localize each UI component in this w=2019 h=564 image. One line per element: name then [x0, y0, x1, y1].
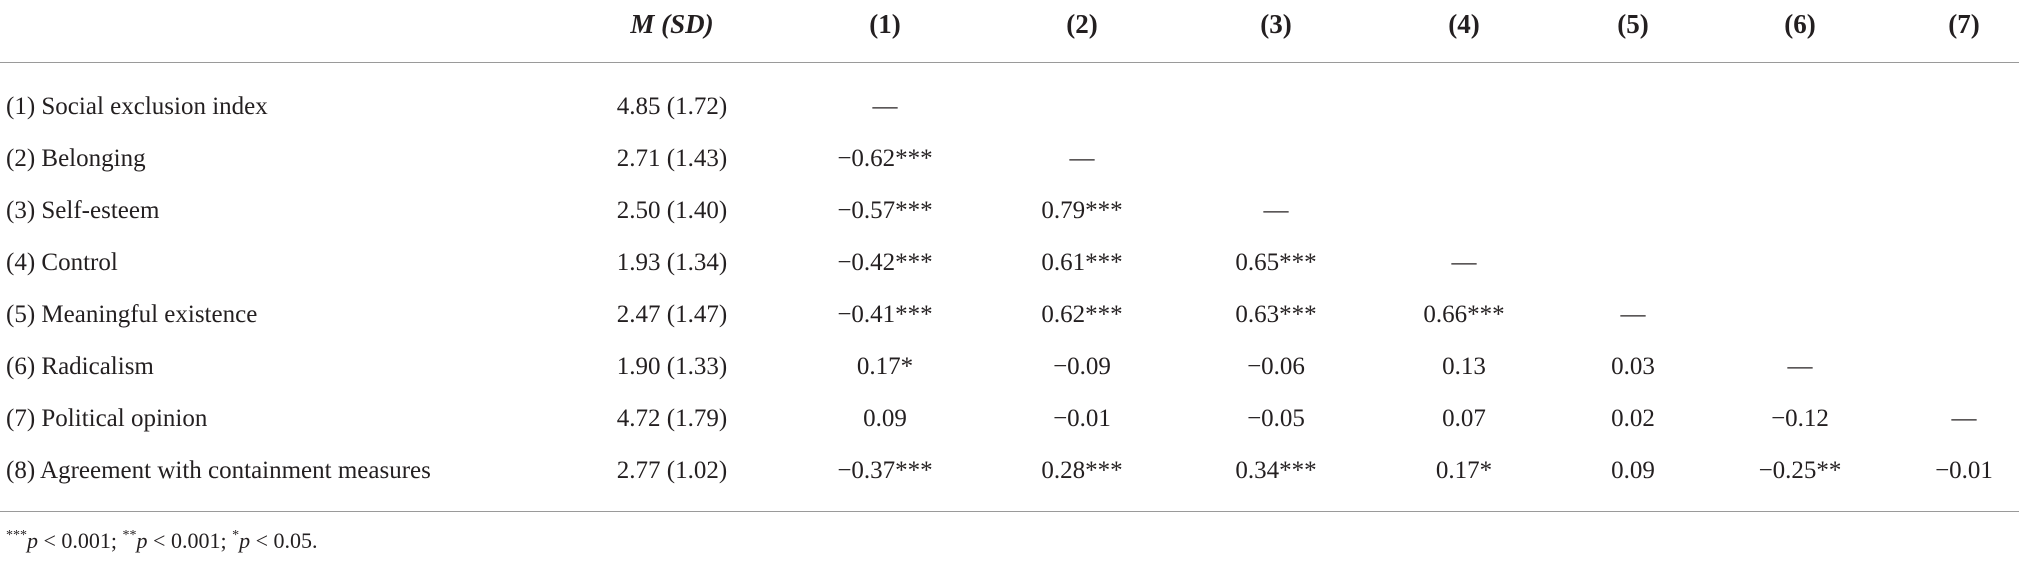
- column-header: (7): [1948, 9, 1980, 39]
- correlation: −0.37***: [837, 457, 933, 484]
- correlation: 0.34***: [1235, 457, 1317, 484]
- correlation: −0.01: [1935, 457, 1993, 484]
- column-header: (1): [869, 9, 901, 39]
- footnote-p: p: [27, 528, 38, 553]
- correlation: −0.42***: [837, 249, 933, 276]
- correlation: 0.79***: [1041, 197, 1123, 224]
- top-rule: [0, 62, 2019, 63]
- row-label: (8) Agreement with containment measures: [6, 457, 431, 484]
- correlation: 0.13: [1442, 353, 1486, 380]
- footnote-stars: *: [232, 528, 240, 543]
- correlation: −0.06: [1247, 353, 1305, 380]
- correlation: −0.41***: [837, 301, 933, 328]
- bottom-rule: [0, 511, 2019, 512]
- column-header: (3): [1260, 9, 1292, 39]
- mean-sd: 2.77 (1.02): [616, 457, 728, 484]
- correlation: 0.62***: [1041, 301, 1123, 328]
- mean-sd: 4.72 (1.79): [616, 405, 728, 432]
- column-header: (2): [1066, 9, 1098, 39]
- correlation: 0.02: [1611, 405, 1655, 432]
- correlation: —: [1263, 197, 1289, 224]
- row-label: (6) Radicalism: [6, 353, 154, 380]
- footnote-text: < 0.001;: [147, 528, 233, 553]
- mean-sd: 4.85 (1.72): [616, 93, 728, 120]
- footnote-p: p: [136, 528, 148, 553]
- footnote-p: p: [239, 528, 251, 553]
- correlation: −0.12: [1771, 405, 1829, 432]
- correlation: —: [1069, 145, 1095, 172]
- correlation: —: [1787, 353, 1813, 380]
- correlation: 0.17*: [856, 353, 914, 380]
- correlation: 0.03: [1611, 353, 1655, 380]
- footnote-stars: ***: [6, 528, 27, 543]
- row-label: (4) Control: [6, 249, 118, 276]
- row-label: (3) Self-esteem: [6, 197, 160, 224]
- correlation: −0.05: [1247, 405, 1305, 432]
- correlation: 0.65***: [1235, 249, 1317, 276]
- correlation: −0.01: [1053, 405, 1111, 432]
- row-label: (7) Political opinion: [6, 405, 208, 432]
- correlation: −0.62***: [837, 145, 933, 172]
- footnote-stars: **: [122, 528, 137, 543]
- correlation: 0.61***: [1041, 249, 1123, 276]
- row-label: (1) Social exclusion index: [6, 93, 268, 120]
- correlation: 0.66***: [1423, 301, 1505, 328]
- column-header: (5): [1617, 9, 1649, 39]
- correlation: 0.09: [863, 405, 907, 432]
- mean-sd: 1.93 (1.34): [616, 249, 728, 276]
- correlation: 0.63***: [1235, 301, 1317, 328]
- column-header: (4): [1448, 9, 1480, 39]
- correlation: —: [1451, 249, 1477, 276]
- column-header: (6): [1784, 9, 1816, 39]
- row-label: (5) Meaningful existence: [6, 301, 258, 328]
- correlation: —: [1951, 405, 1977, 432]
- column-header: M (SD): [630, 9, 714, 39]
- correlation: 0.09: [1611, 457, 1655, 484]
- correlation: −0.25**: [1758, 457, 1842, 484]
- mean-sd: 1.90 (1.33): [616, 353, 728, 380]
- correlation: 0.17*: [1435, 457, 1493, 484]
- correlation: −0.09: [1053, 353, 1111, 380]
- mean-sd: 2.71 (1.43): [616, 145, 728, 172]
- correlation: —: [1620, 301, 1646, 328]
- mean-sd: 2.47 (1.47): [616, 301, 728, 328]
- correlation: —: [872, 93, 898, 120]
- row-label: (2) Belonging: [6, 145, 146, 172]
- footnote-text: < 0.05.: [250, 528, 318, 553]
- mean-sd: 2.50 (1.40): [616, 197, 728, 224]
- footnote-text: < 0.001;: [38, 528, 123, 553]
- correlation: 0.07: [1442, 405, 1486, 432]
- footnote: ***p < 0.001; **p < 0.001; *p < 0.05.: [6, 528, 317, 554]
- correlation: 0.28***: [1041, 457, 1123, 484]
- correlation: −0.57***: [837, 197, 933, 224]
